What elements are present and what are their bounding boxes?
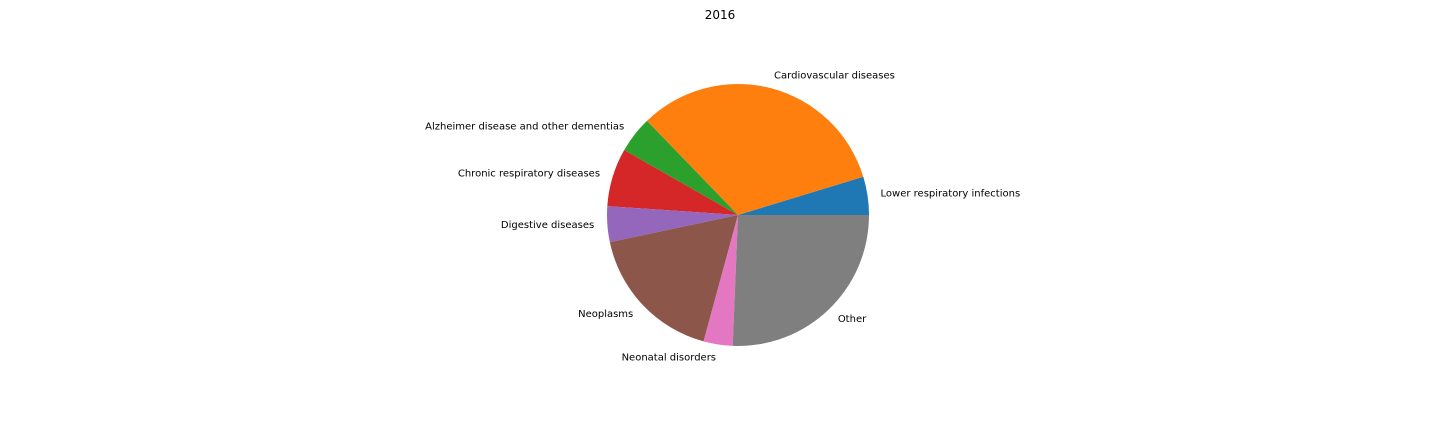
pie-slice-label-5: Neoplasms bbox=[578, 309, 633, 320]
pie-slice-5 bbox=[609, 215, 738, 342]
chart-title: 2016 bbox=[705, 8, 736, 22]
pie-slice-label-1: Cardiovascular diseases bbox=[774, 70, 895, 81]
pie-slices bbox=[606, 84, 869, 346]
pie-slice-6 bbox=[703, 215, 738, 346]
pie-slice-4 bbox=[606, 206, 738, 243]
pie-slice-label-6: Neonatal disorders bbox=[622, 352, 716, 363]
pie-slice-0 bbox=[738, 176, 869, 215]
pie-slice-label-3: Chronic respiratory diseases bbox=[458, 168, 600, 179]
pie-slice-3 bbox=[607, 150, 738, 215]
pie-slice-1 bbox=[646, 84, 864, 215]
pie-slice-label-2: Alzheimer disease and other dementias bbox=[425, 122, 624, 133]
pie-slice-label-0: Lower respiratory infections bbox=[881, 189, 1021, 200]
pie-slice-label-4: Digestive diseases bbox=[501, 220, 594, 231]
pie-slice-label-7: Other bbox=[838, 314, 867, 325]
pie-slice-7 bbox=[732, 215, 869, 346]
pie-labels: Lower respiratory infections Cardiovascul… bbox=[425, 70, 1020, 363]
pie-slice-2 bbox=[624, 120, 738, 215]
